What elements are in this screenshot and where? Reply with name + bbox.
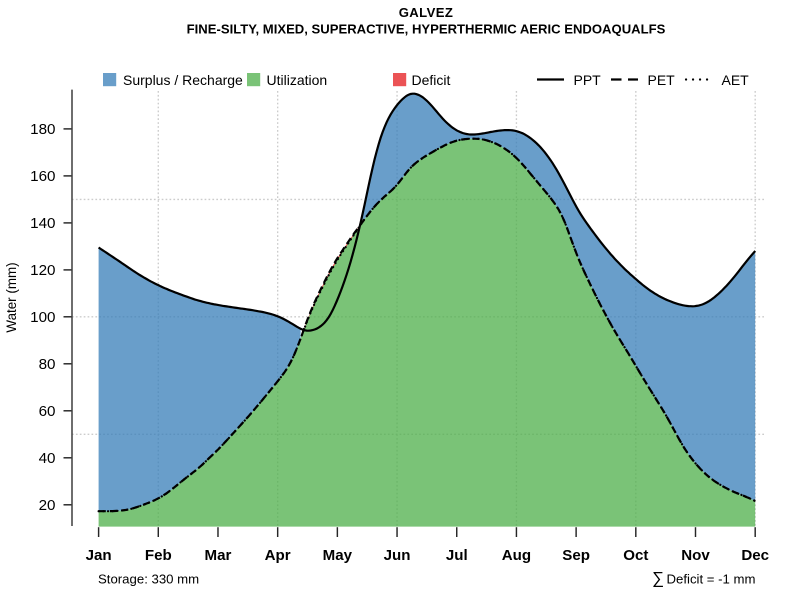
svg-text:GALVEZ: GALVEZ [399,5,454,20]
svg-text:Utilization: Utilization [267,72,328,88]
svg-text:60: 60 [39,403,56,420]
svg-text:80: 80 [39,356,56,373]
svg-text:PET: PET [648,72,676,88]
svg-text:40: 40 [39,450,56,467]
svg-text:Deficit: Deficit [412,72,451,88]
svg-text:Jun: Jun [384,547,411,564]
svg-text:FINE-SILTY, MIXED, SUPERACTIVE: FINE-SILTY, MIXED, SUPERACTIVE, HYPERTHE… [187,21,666,36]
svg-text:Deficit = -1 mm: Deficit = -1 mm [667,572,756,587]
svg-text:Dec: Dec [741,547,769,564]
svg-text:Water (mm): Water (mm) [4,262,19,332]
svg-text:∑: ∑ [652,569,664,588]
svg-text:May: May [323,547,353,564]
svg-text:Sep: Sep [562,547,590,564]
svg-text:140: 140 [30,215,55,232]
svg-text:20: 20 [39,497,56,514]
svg-text:Apr: Apr [265,547,291,564]
svg-text:Storage: 330 mm: Storage: 330 mm [98,572,199,587]
svg-text:Surplus / Recharge: Surplus / Recharge [123,72,243,88]
svg-text:160: 160 [30,168,55,185]
svg-text:AET: AET [722,72,750,88]
svg-text:Oct: Oct [623,547,648,564]
svg-text:PPT: PPT [574,72,602,88]
svg-text:Aug: Aug [502,547,531,564]
svg-text:Jan: Jan [86,547,112,564]
svg-text:Mar: Mar [205,547,232,564]
svg-text:180: 180 [30,121,55,138]
svg-text:100: 100 [30,309,55,326]
svg-text:Feb: Feb [145,547,172,564]
svg-text:Jul: Jul [446,547,468,564]
svg-text:Nov: Nov [681,547,710,564]
svg-text:120: 120 [30,262,55,279]
